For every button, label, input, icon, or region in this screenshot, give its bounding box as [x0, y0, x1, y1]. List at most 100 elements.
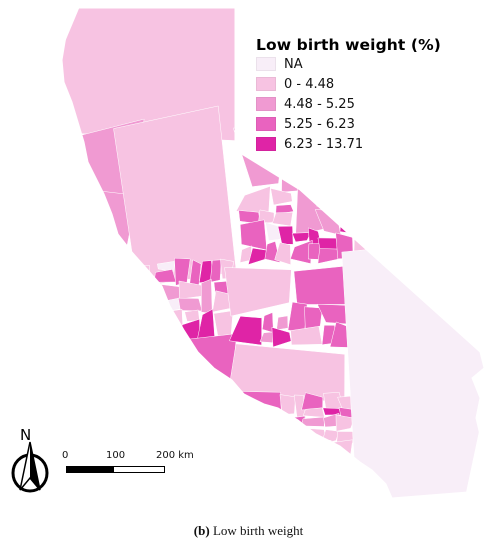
map-region: [297, 437, 319, 460]
legend-entry: 6.23 - 13.71: [256, 134, 441, 154]
map-region: [156, 307, 171, 333]
map-region: [182, 414, 206, 430]
map-region: [282, 470, 297, 493]
figure-caption: (b) Low birth weight: [0, 523, 497, 539]
map-region: [319, 487, 341, 498]
map-region: [270, 188, 293, 206]
north-arrow-icon: [11, 441, 49, 493]
map-region: [256, 419, 277, 434]
map-region: [72, 419, 89, 437]
map-region: [267, 464, 282, 485]
map-region: [87, 302, 108, 329]
map-region: [62, 282, 66, 305]
legend-label: NA: [284, 56, 303, 72]
map-region: [224, 267, 292, 317]
map-region: [181, 397, 209, 418]
map-region: [404, 166, 422, 185]
map-region: [408, 8, 418, 17]
map-region: [126, 378, 140, 400]
map-region: [257, 479, 287, 498]
legend-swatch: [256, 137, 276, 151]
caption-text: Low birth weight: [212, 523, 304, 538]
map-region: [302, 407, 325, 418]
map-region: [238, 19, 262, 31]
map-region: [481, 33, 484, 53]
map-region: [135, 319, 160, 368]
map-region: [130, 293, 148, 317]
map-region: [265, 221, 281, 241]
map-region: [461, 126, 484, 202]
california-choropleth-map: [61, 7, 485, 499]
map-region: [328, 462, 353, 479]
map-region: [268, 431, 284, 448]
map-region: [434, 8, 453, 17]
legend-entry: 0 - 4.48: [256, 74, 441, 94]
map-region: [74, 398, 90, 408]
map-region: [258, 8, 273, 22]
map-region: [62, 419, 75, 440]
map-region: [181, 318, 201, 342]
map-region: [304, 306, 323, 333]
map-region: [89, 417, 122, 442]
map-region: [238, 8, 260, 20]
map-region: [447, 8, 484, 44]
map-region: [263, 442, 284, 459]
legend-title: Low birth weight (%): [256, 36, 441, 54]
map-region: [62, 322, 125, 407]
map-region: [102, 293, 125, 309]
map-region: [372, 8, 396, 14]
north-label: N: [20, 426, 32, 444]
scale-bar: 0 100 200 km: [62, 450, 194, 482]
map-region: [252, 459, 266, 470]
map-region: [370, 14, 396, 23]
map-region: [177, 297, 203, 312]
map-region: [231, 419, 260, 430]
map-region: [445, 185, 484, 254]
map-region: [382, 166, 400, 196]
map-region: [259, 430, 272, 449]
map-region: [62, 282, 78, 306]
scale-segment-black: [66, 466, 114, 473]
map-region: [334, 183, 375, 220]
legend-label: 5.25 - 6.23: [284, 116, 355, 132]
map-region: [84, 273, 106, 288]
map-region: [237, 112, 258, 134]
map-region: [178, 451, 226, 498]
map-region: [143, 309, 156, 324]
map-region: [81, 260, 92, 276]
map-region: [271, 211, 294, 227]
map-region: [201, 278, 213, 314]
map-region: [142, 375, 158, 402]
map-region: [146, 291, 158, 316]
map-region: [279, 460, 299, 478]
map-region: [279, 394, 296, 415]
scale-label-0: 0: [62, 450, 69, 461]
map-region: [229, 440, 253, 465]
map-region: [480, 50, 484, 71]
map-region: [437, 10, 450, 33]
map-region: [240, 99, 256, 116]
map-region: [235, 185, 271, 215]
map-region: [298, 458, 320, 472]
map-region: [290, 239, 313, 264]
map-region: [282, 430, 303, 445]
map-region: [73, 284, 87, 306]
map-region: [469, 51, 484, 75]
map-region: [62, 407, 75, 420]
map-region: [238, 38, 256, 56]
map-region: [262, 312, 274, 333]
map-region: [214, 415, 236, 428]
map-region: [365, 167, 387, 188]
map-region: [335, 478, 354, 490]
map-region: [124, 323, 141, 341]
legend-swatch: [256, 77, 276, 91]
map-region: [275, 204, 294, 215]
map-region: [438, 64, 484, 130]
map-region: [384, 152, 399, 169]
map-region: [316, 479, 342, 494]
map-region: [291, 232, 312, 243]
map-region: [156, 261, 175, 272]
map-region: [111, 340, 141, 350]
map-region: [122, 292, 134, 305]
map-region: [263, 454, 283, 471]
